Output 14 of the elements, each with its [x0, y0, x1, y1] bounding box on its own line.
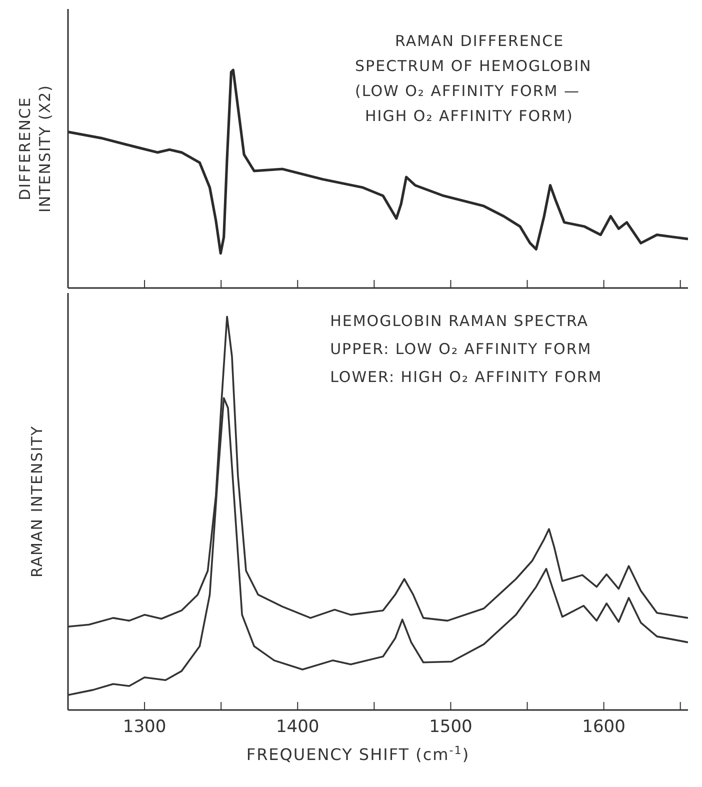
x-tick-label: 1400	[276, 717, 320, 738]
annotation: HEMOGLOBIN RAMAN SPECTRA	[330, 312, 589, 330]
y-axis-title: DIFFERENCE INTENSITY (X2)	[16, 84, 54, 213]
annotation: UPPER: LOW O₂ AFFINITY FORM	[330, 340, 592, 358]
x-tick-label: 1600	[582, 717, 626, 738]
annotation: HIGH O₂ AFFINITY FORM)	[365, 107, 574, 125]
text: RAMAN DIFFERENCE	[395, 32, 564, 50]
annotation: (LOW O₂ AFFINITY FORM —	[355, 82, 580, 100]
y-axis-title: RAMAN INTENSITY	[28, 425, 46, 578]
annotation: SPECTRUM OF HEMOGLOBIN	[355, 57, 592, 75]
annotation: LOWER: HIGH O₂ AFFINITY FORM	[330, 368, 602, 386]
x-axis-title: FREQUENCY SHIFT (cm$^{-1}$)	[246, 744, 470, 764]
x-tick-label: 1300	[122, 717, 166, 738]
x-tick-label: 1500	[429, 717, 472, 738]
